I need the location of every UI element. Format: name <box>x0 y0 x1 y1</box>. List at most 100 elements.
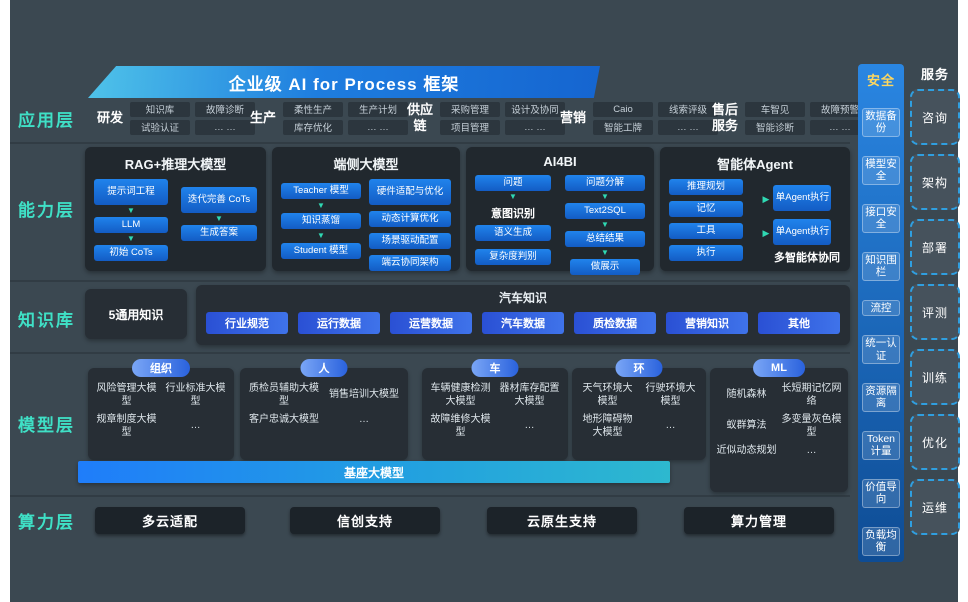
flow-step: 提示词工程 <box>94 179 168 205</box>
app-group-label: 供应链 <box>406 102 433 133</box>
app-item: 故障诊断 <box>195 101 255 117</box>
model-group-organization: 组织 风险管理大模型 行业标准大模型 规章制度大模型 … <box>88 359 234 460</box>
model-item: … <box>190 420 201 432</box>
app-item: 试验认证 <box>130 119 190 135</box>
panel-body: 提示词工程 LLM 初始 CoTs 迭代完善 CoTs 生成答案 <box>85 173 266 261</box>
arrow-down-icon <box>509 193 517 201</box>
model-group-vehicle: 车 车辆健康检测大模型 器材库存配置大模型 故障维修大模型 … <box>422 359 568 460</box>
model-group-pill: 车 <box>471 359 519 377</box>
flow-step: Text2SQL <box>565 203 645 219</box>
framework-banner: 企业级 AI for Process 框架 <box>88 66 600 98</box>
app-column: 故障诊断 … … <box>195 101 255 135</box>
security-item: 资源隔离 <box>862 382 900 413</box>
flow-step: 做展示 <box>570 259 640 275</box>
security-item: 负载均衡 <box>862 526 900 556</box>
security-column: 安全 数据备份 模型安全 接口安全 知识围栏 流控 统一认证 资源隔离 Toke… <box>858 64 904 562</box>
compute-box-cloudnative: 云原生支持 <box>487 507 637 534</box>
app-item: 采购管理 <box>440 101 500 117</box>
app-column: 采购管理 项目管理 <box>440 101 500 135</box>
app-item: … … <box>195 119 255 135</box>
app-column: 车智见 智能诊断 <box>745 101 805 135</box>
knowledge-chip-row: 行业规范 运行数据 运营数据 汽车数据 质检数据 营销知识 其他 <box>196 306 850 334</box>
agent-exec-row: 单Agent执行 <box>763 219 832 245</box>
compute-box-management: 算力管理 <box>684 507 834 534</box>
arrow-down-icon <box>601 193 609 201</box>
app-column: 生产计划 … … <box>348 101 408 135</box>
automotive-knowledge-panel: 汽车知识 行业规范 运行数据 运营数据 汽车数据 质检数据 营销知识 其他 <box>196 285 850 345</box>
model-item: 行业标准大模型 <box>165 383 226 407</box>
layer-label-application: 应用层 <box>18 111 75 130</box>
security-item: 统一认证 <box>862 334 900 365</box>
model-item: 销售培训大模型 <box>329 389 399 401</box>
knowledge-chip: 汽车数据 <box>482 312 564 334</box>
flow-column: 单Agent执行 单Agent执行 <box>753 179 841 261</box>
flow-step: Student 模型 <box>281 243 361 259</box>
model-item: 长短期记忆网络 <box>781 383 842 407</box>
agent-component: 推理规划 <box>669 179 743 195</box>
flow-step: Teacher 模型 <box>281 183 361 199</box>
model-item: 地形障碍物大模型 <box>582 414 633 438</box>
agent-exec-box: 单Agent执行 <box>773 219 832 245</box>
model-group-people: 人 质检员辅助大模型 销售培训大模型 客户忠诚大模型 … <box>240 359 408 460</box>
agent-component: 执行 <box>669 245 743 261</box>
feature-box: 硬件适配与优化 <box>369 179 451 205</box>
model-item: … <box>524 420 535 432</box>
app-group-rd: 研发 知识库 试验认证 故障诊断 … … <box>95 99 255 137</box>
agent-exec-row: 单Agent执行 <box>763 185 832 211</box>
model-item: 客户忠诚大模型 <box>249 414 319 425</box>
model-group-environment: 环 天气环境大模型 行驶环境大模型 地形障碍物大模型 … <box>572 359 706 460</box>
model-item: 随机森林 <box>726 389 767 401</box>
flow-step: 知识蒸馏 <box>281 213 361 229</box>
automotive-knowledge-title: 汽车知识 <box>498 291 547 305</box>
service-item: 部署 <box>910 219 960 275</box>
app-column: 知识库 试验认证 <box>130 101 190 135</box>
flow-column: 推理规划 记忆 工具 执行 <box>669 179 743 261</box>
panel-edge-model: 端侧大模型 Teacher 模型 知识蒸馏 Student 模型 硬件适配与优化… <box>272 147 460 271</box>
model-item: 近似动态规划 <box>716 445 777 456</box>
framework-title: 企业级 AI for Process 框架 <box>228 74 460 94</box>
service-item: 运维 <box>910 479 960 535</box>
app-column: Caio 智能工牌 <box>593 101 653 135</box>
panel-body: 推理规划 记忆 工具 执行 单Agent执行 单Agent执行 <box>660 173 850 261</box>
app-item: 知识库 <box>130 101 190 117</box>
flow-column: 问题 意图识别 语义生成 复杂度判别 <box>475 175 551 275</box>
security-item: Token计量 <box>862 430 900 461</box>
panel-title: 智能体Agent <box>717 157 793 172</box>
flow-column: Teacher 模型 知识蒸馏 Student 模型 <box>281 179 361 271</box>
flow-text: 意图识别 <box>491 208 535 220</box>
knowledge-chip: 运营数据 <box>390 312 472 334</box>
flow-step: 初始 CoTs <box>94 245 168 261</box>
security-item: 模型安全 <box>862 155 900 185</box>
flow-step: 总结结果 <box>565 231 645 247</box>
model-group-items: 质检员辅助大模型 销售培训大模型 客户忠诚大模型 … <box>240 368 408 433</box>
service-item: 咨询 <box>910 89 960 145</box>
arrow-down-icon <box>601 221 609 229</box>
base-model-bar: 基座大模型 <box>78 461 670 483</box>
layer-label-model: 模型层 <box>18 416 75 435</box>
panel-agent: 智能体Agent 推理规划 记忆 工具 执行 单Agent执行 单Agent执行… <box>660 147 850 271</box>
security-item: 流控 <box>862 299 900 317</box>
arrow-down-icon <box>317 232 325 240</box>
feature-box: 端云协同架构 <box>369 255 451 271</box>
compute-box-multicloud: 多云适配 <box>95 507 245 534</box>
app-item: 柔性生产 <box>283 101 343 117</box>
agent-component: 工具 <box>669 223 743 239</box>
model-item: 天气环境大模型 <box>582 383 633 407</box>
panel-rag-reasoning: RAG+推理大模型 提示词工程 LLM 初始 CoTs 迭代完善 CoTs 生成… <box>85 147 266 271</box>
knowledge-chip: 质检数据 <box>574 312 656 334</box>
app-item: 智能诊断 <box>745 119 805 135</box>
arrow-down-icon <box>215 215 223 223</box>
flow-step: 复杂度判别 <box>475 249 551 265</box>
app-item: 设计及协同 <box>505 101 565 117</box>
app-column: 线索评级 … … <box>658 101 718 135</box>
model-group-pill: 环 <box>615 359 663 377</box>
knowledge-chip: 营销知识 <box>666 312 748 334</box>
app-column: 设计及协同 … … <box>505 101 565 135</box>
app-item: Caio <box>593 101 653 117</box>
flow-column: 问题分解 Text2SQL 总结结果 做展示 <box>565 175 645 275</box>
general-knowledge-box: 5通用知识 <box>85 289 187 339</box>
app-item: 项目管理 <box>440 119 500 135</box>
app-column: 柔性生产 库存优化 <box>283 101 343 135</box>
arrow-right-icon <box>763 223 770 241</box>
app-item: … … <box>658 119 718 135</box>
